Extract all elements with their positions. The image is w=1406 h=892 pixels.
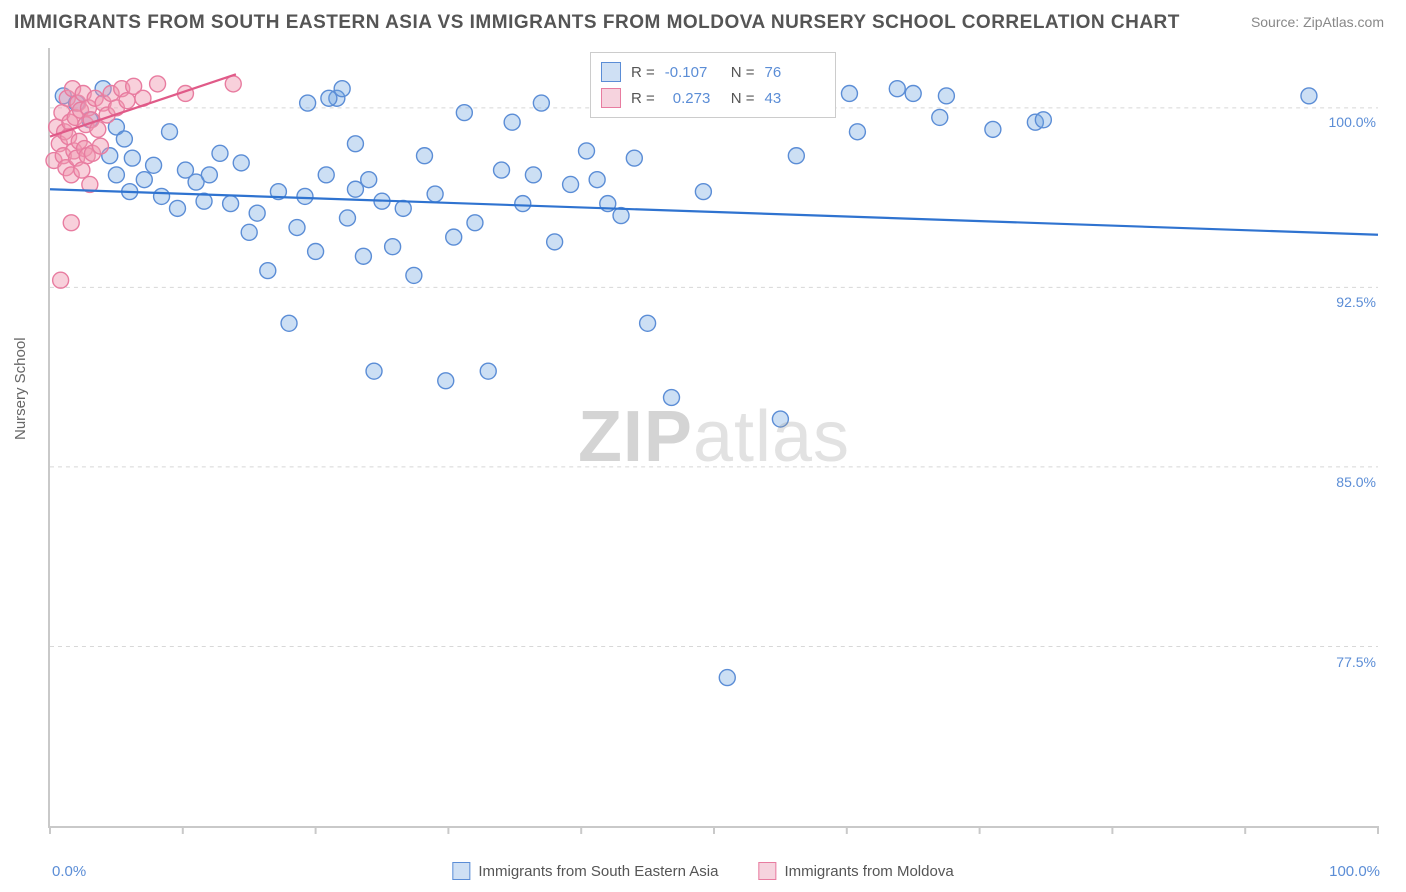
legend-swatch: [758, 862, 776, 880]
legend-label: Immigrants from South Eastern Asia: [478, 863, 718, 880]
plot-svg: [50, 48, 1378, 826]
n-label: N =: [731, 90, 755, 107]
legend-label: Immigrants from Moldova: [784, 863, 953, 880]
r-value-series-0: -0.107: [665, 64, 721, 81]
n-label: N =: [731, 64, 755, 81]
source-attribution: Source: ZipAtlas.com: [1251, 14, 1384, 30]
series-legend: Immigrants from South Eastern Asia Immig…: [452, 862, 953, 880]
correlation-legend-row: R = 0.273 N = 43: [601, 85, 821, 111]
legend-swatch-series-0: [601, 62, 621, 82]
legend-swatch-series-1: [601, 88, 621, 108]
chart-title: IMMIGRANTS FROM SOUTH EASTERN ASIA VS IM…: [14, 12, 1180, 34]
legend-item-series-1: Immigrants from Moldova: [758, 862, 953, 880]
r-label: R =: [631, 90, 655, 107]
y-tick-label: 77.5%: [1336, 654, 1376, 670]
legend-item-series-0: Immigrants from South Eastern Asia: [452, 862, 718, 880]
n-value-series-0: 76: [765, 64, 821, 81]
legend-swatch: [452, 862, 470, 880]
r-label: R =: [631, 64, 655, 81]
plot-area: ZIPatlas: [48, 48, 1378, 828]
x-axis-min-label: 0.0%: [52, 863, 86, 880]
y-tick-label: 100.0%: [1329, 114, 1376, 130]
correlation-legend: R = -0.107 N = 76 R = 0.273 N = 43: [590, 52, 836, 118]
r-value-series-1: 0.273: [665, 90, 721, 107]
correlation-legend-row: R = -0.107 N = 76: [601, 59, 821, 85]
y-tick-label: 85.0%: [1336, 474, 1376, 490]
y-axis-title: Nursery School: [12, 337, 29, 440]
y-tick-label: 92.5%: [1336, 294, 1376, 310]
x-axis-max-label: 100.0%: [1329, 863, 1380, 880]
n-value-series-1: 43: [765, 90, 821, 107]
